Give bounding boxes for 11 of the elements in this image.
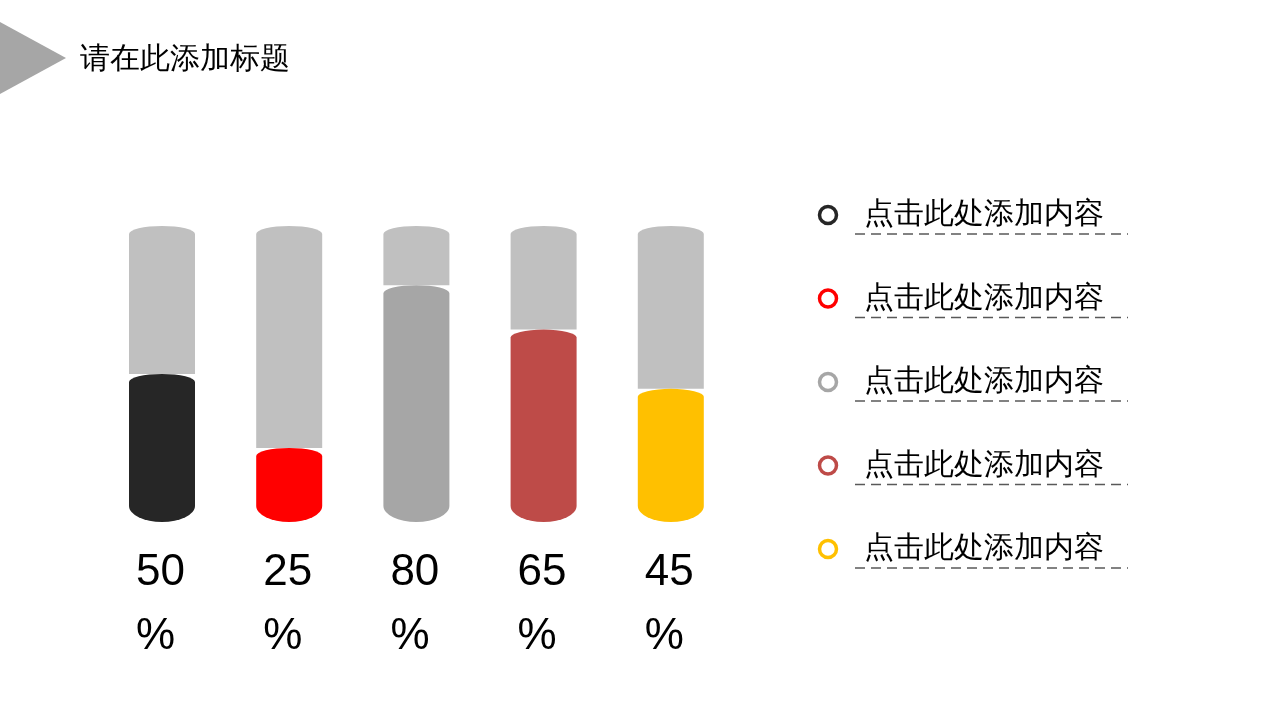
data-label: 80% [390, 544, 441, 660]
text: 点击此处添加内容 [864, 444, 1104, 483]
text: 点击此处添加内容 [864, 528, 1104, 566]
data-label: 65% [517, 544, 568, 660]
text: 点击此处添加内容 [864, 277, 1104, 316]
text: 点击此处添加内容 [864, 361, 1104, 399]
data-label: 50% [136, 544, 186, 660]
data-label: 45% [644, 544, 695, 660]
data-label: 25% [263, 544, 314, 660]
text: 点击此处添加内容 [864, 194, 1104, 232]
chart-title: 请在此添加标题 [80, 39, 290, 77]
